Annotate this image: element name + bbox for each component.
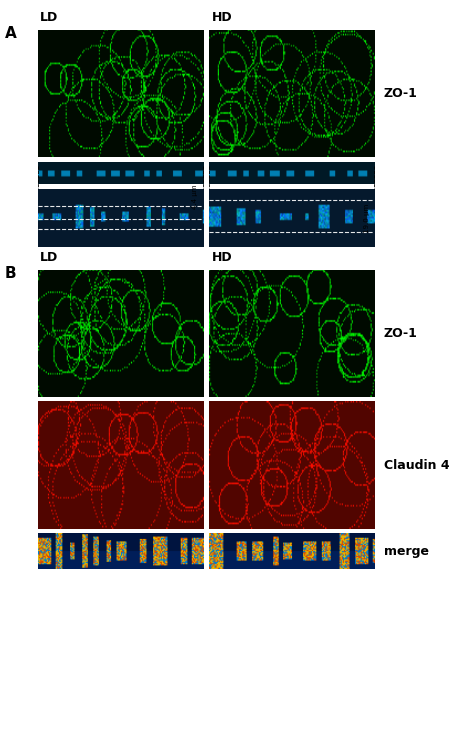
Text: 4.4 μm: 4.4 μm	[192, 184, 198, 209]
Text: LD: LD	[40, 251, 59, 264]
Text: Claudin 4: Claudin 4	[384, 458, 449, 472]
Text: 19.0 μm: 19.0 μm	[365, 203, 370, 233]
Text: LD: LD	[40, 11, 59, 24]
Text: HD: HD	[211, 11, 232, 24]
Text: A: A	[5, 26, 17, 41]
Text: merge: merge	[384, 545, 429, 558]
Text: HD: HD	[211, 251, 232, 264]
Text: ZO-1: ZO-1	[384, 327, 418, 340]
Text: B: B	[5, 266, 17, 281]
Text: ZO-1: ZO-1	[384, 87, 418, 100]
